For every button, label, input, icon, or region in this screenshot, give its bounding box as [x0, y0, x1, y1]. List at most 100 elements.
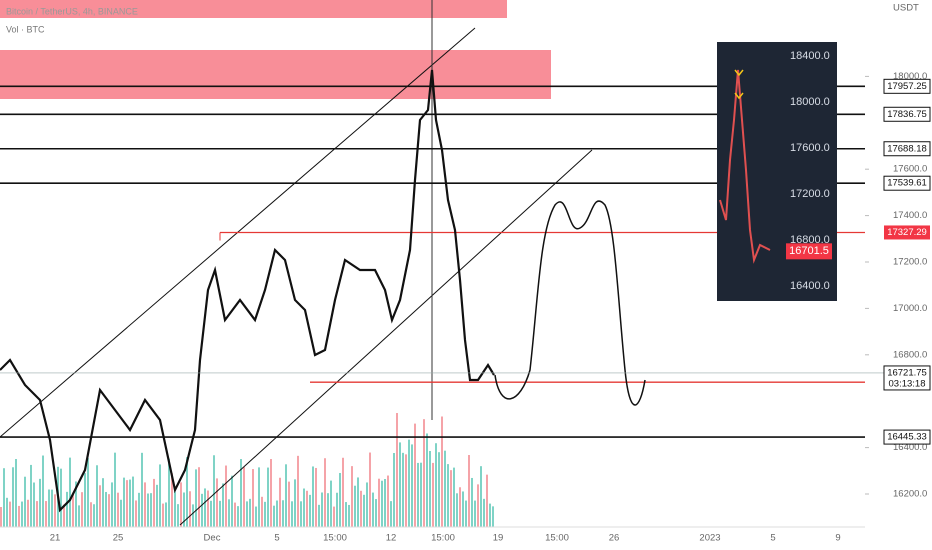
- volume-bar: [111, 482, 113, 527]
- symbol: Bitcoin / TetherUS, 4h, BINANCE: [6, 6, 138, 16]
- time-label: 15:00: [431, 533, 455, 544]
- volume-bar: [0, 507, 2, 527]
- volume-bar: [63, 504, 65, 527]
- volume-bar: [129, 479, 131, 527]
- volume-bar: [351, 466, 353, 527]
- volume-bar: [360, 490, 362, 527]
- volume-bar: [120, 499, 122, 527]
- volume-bar: [387, 475, 389, 527]
- volume-bar: [48, 489, 50, 527]
- volume-bar: [150, 493, 152, 527]
- volume-bar: [369, 452, 371, 527]
- supply-zone: [0, 50, 551, 99]
- inset-tick-label: 16400.0: [790, 280, 830, 292]
- volume-bar: [480, 466, 482, 527]
- level-label-box: [883, 175, 931, 191]
- level-label: 16445.33: [887, 432, 927, 443]
- volume-bar: [132, 476, 134, 527]
- volume-bar: [264, 501, 266, 527]
- level-label-box: [883, 141, 931, 157]
- volume-bar: [447, 464, 449, 527]
- supply-zone: [0, 0, 507, 18]
- volume-bar: [321, 492, 323, 527]
- volume-bar: [462, 491, 464, 527]
- volume-bar: [33, 482, 35, 527]
- volume-bar: [408, 439, 410, 527]
- volume-bar: [474, 500, 476, 527]
- inset-tick-label: 18400.0: [790, 50, 830, 62]
- volume-bar: [222, 483, 224, 527]
- countdown: 03:13:18: [889, 378, 926, 389]
- currency: USDT: [893, 3, 919, 14]
- volume-bar: [183, 492, 185, 527]
- volume-bar: [285, 464, 287, 527]
- volume-bar: [420, 462, 422, 527]
- price-tick-label: 17200.0: [893, 257, 927, 268]
- volume-bar: [105, 491, 107, 527]
- volume-bar: [300, 501, 302, 527]
- volume-bar: [204, 488, 206, 527]
- volume-bar: [210, 500, 212, 527]
- price-tick-label: 18000.0: [893, 71, 927, 82]
- volume-bar: [156, 484, 158, 527]
- volume-bar: [75, 481, 77, 527]
- volume-bar: [429, 450, 431, 527]
- current-price: 16721.75: [887, 367, 927, 378]
- volume-bar: [168, 458, 170, 527]
- volume-bar: [378, 478, 380, 527]
- volume-bar: [315, 467, 317, 527]
- volume-bar: [432, 462, 434, 527]
- volume-bar: [87, 458, 89, 527]
- volume-bar: [270, 459, 272, 527]
- volume-bar: [459, 487, 461, 527]
- volume-bar: [3, 468, 5, 527]
- volume-bar: [72, 492, 74, 527]
- time-label: 9: [835, 533, 840, 544]
- volume-bar: [12, 467, 14, 527]
- volume-bar: [177, 504, 179, 527]
- volume-bar: [477, 484, 479, 527]
- volume-bar: [381, 480, 383, 527]
- volume-bar: [282, 500, 284, 527]
- volume-bar: [309, 494, 311, 527]
- volume-bar: [366, 482, 368, 527]
- inset-tick-label: 18000.0: [790, 96, 830, 108]
- time-label: 15:00: [323, 533, 347, 544]
- level-label: 17539.61: [887, 178, 927, 189]
- time-label: 12: [386, 533, 397, 544]
- volume-bar: [483, 498, 485, 527]
- volume-bar: [444, 450, 446, 527]
- volume-bar: [165, 502, 167, 527]
- volume-bar: [117, 492, 119, 527]
- volume-bar: [261, 496, 263, 527]
- time-label: 21: [50, 533, 61, 544]
- volume-bar: [348, 504, 350, 527]
- volume-bar: [237, 506, 239, 527]
- volume-bar: [42, 455, 44, 527]
- volume-bar: [81, 492, 83, 527]
- volume-bar: [492, 506, 494, 527]
- volume-bar: [297, 455, 299, 527]
- volume-bar: [489, 503, 491, 527]
- volume-bar: [231, 475, 233, 527]
- volume-bar: [141, 452, 143, 527]
- volume-bar: [147, 493, 149, 527]
- volume-bar: [108, 494, 110, 527]
- volume-bar: [357, 477, 359, 527]
- volume-bar: [45, 501, 47, 527]
- inset-last-box: [786, 243, 832, 260]
- volume-bar: [456, 493, 458, 527]
- volume-bar: [234, 502, 236, 527]
- volume-bar: [66, 491, 68, 527]
- hand-drawing: [494, 200, 646, 406]
- channel-line: [179, 149, 593, 526]
- volume-bar: [27, 499, 29, 527]
- volume-bar: [39, 478, 41, 527]
- volume-bar: [453, 467, 455, 527]
- volume-bar: [114, 452, 116, 527]
- volume-bar: [450, 470, 452, 527]
- level-label-box: [883, 78, 931, 94]
- volume-bar: [324, 458, 326, 527]
- volume-bar: [258, 467, 260, 527]
- volume-bar: [102, 478, 104, 527]
